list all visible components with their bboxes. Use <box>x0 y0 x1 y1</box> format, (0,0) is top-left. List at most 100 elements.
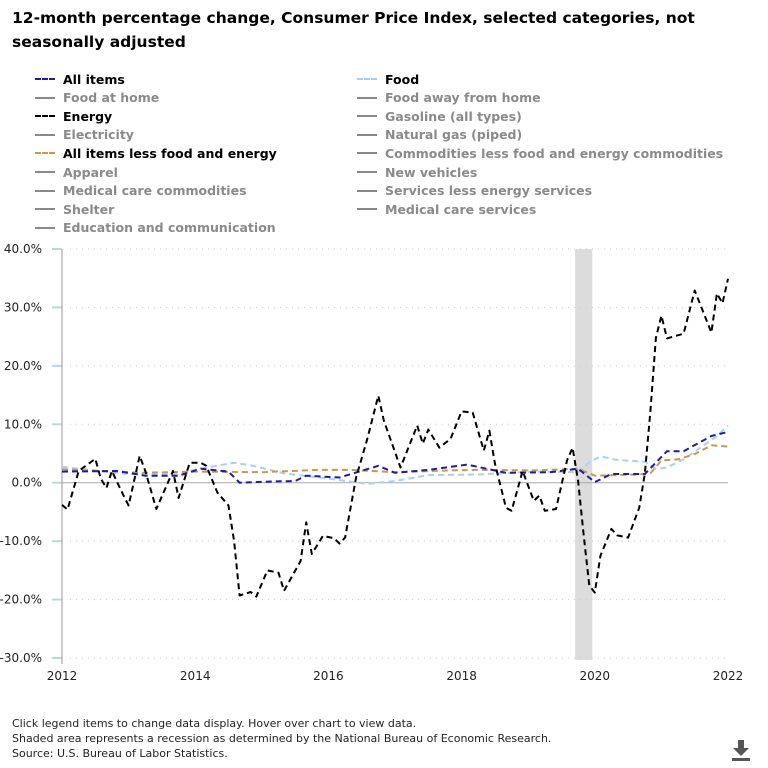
legend-item[interactable]: Education and communication <box>35 219 276 237</box>
data-point[interactable] <box>531 498 537 504</box>
data-point[interactable] <box>536 493 542 499</box>
data-point[interactable] <box>653 335 659 341</box>
data-point[interactable] <box>392 478 398 484</box>
data-point[interactable] <box>337 540 343 546</box>
data-point[interactable] <box>337 474 343 480</box>
data-point[interactable] <box>459 408 465 414</box>
data-point[interactable] <box>564 458 570 464</box>
data-point[interactable] <box>475 467 481 473</box>
data-point[interactable] <box>664 335 670 341</box>
legend-item[interactable]: Services less energy services <box>357 182 592 200</box>
data-point[interactable] <box>170 468 176 474</box>
data-point[interactable] <box>719 300 725 306</box>
data-point[interactable] <box>98 476 104 482</box>
data-point[interactable] <box>675 456 681 462</box>
data-point[interactable] <box>425 467 431 473</box>
data-point[interactable] <box>414 422 420 428</box>
series-line-all-items[interactable] <box>61 430 729 484</box>
data-point[interactable] <box>109 468 115 474</box>
data-point[interactable] <box>120 491 126 497</box>
data-point[interactable] <box>226 469 232 475</box>
data-point[interactable] <box>608 526 614 532</box>
data-point[interactable] <box>420 441 426 447</box>
data-point[interactable] <box>142 468 148 474</box>
data-point[interactable] <box>270 479 276 485</box>
data-point[interactable] <box>570 445 576 451</box>
legend-item[interactable]: Apparel <box>35 163 118 181</box>
download-icon[interactable] <box>730 738 752 762</box>
data-point[interactable] <box>481 448 487 454</box>
data-point[interactable] <box>342 535 348 541</box>
data-point[interactable] <box>614 532 620 538</box>
data-point[interactable] <box>470 410 476 416</box>
data-point[interactable] <box>176 495 182 501</box>
data-point[interactable] <box>697 445 703 451</box>
data-point[interactable] <box>275 570 281 576</box>
data-point[interactable] <box>597 453 603 459</box>
legend-item[interactable]: New vehicles <box>357 163 477 181</box>
data-point[interactable] <box>237 592 243 598</box>
data-point[interactable] <box>586 459 592 465</box>
data-point[interactable] <box>364 436 370 442</box>
data-point[interactable] <box>625 535 631 541</box>
data-point[interactable] <box>692 451 698 457</box>
data-point[interactable] <box>65 507 71 513</box>
data-point[interactable] <box>725 443 731 449</box>
data-point[interactable] <box>331 535 337 541</box>
data-point[interactable] <box>237 480 243 486</box>
data-point[interactable] <box>314 467 320 473</box>
legend-item[interactable]: Natural gas (piped) <box>357 126 522 144</box>
data-point[interactable] <box>586 583 592 589</box>
data-point[interactable] <box>231 538 237 544</box>
data-point[interactable] <box>298 558 304 564</box>
legend-item[interactable]: Gasoline (all types) <box>357 107 522 125</box>
data-point[interactable] <box>725 276 731 282</box>
data-point[interactable] <box>592 473 598 479</box>
data-point[interactable] <box>59 502 65 508</box>
data-point[interactable] <box>259 469 265 475</box>
data-point[interactable] <box>231 460 237 466</box>
data-point[interactable] <box>647 410 653 416</box>
data-point[interactable] <box>509 508 515 514</box>
data-point[interactable] <box>364 481 370 487</box>
data-point[interactable] <box>398 465 404 471</box>
data-point[interactable] <box>253 594 259 600</box>
legend-item[interactable]: All items <box>35 70 125 88</box>
data-point[interactable] <box>708 442 714 448</box>
data-point[interactable] <box>292 478 298 484</box>
data-point[interactable] <box>303 473 309 479</box>
data-point[interactable] <box>309 551 315 557</box>
data-point[interactable] <box>248 462 254 468</box>
data-point[interactable] <box>692 287 698 293</box>
data-point[interactable] <box>553 506 559 512</box>
legend-item[interactable]: Food away from home <box>357 89 541 107</box>
legend-item[interactable]: Commodities less food and energy commodi… <box>357 144 723 162</box>
data-point[interactable] <box>137 453 143 459</box>
legend-item[interactable]: Medical care services <box>357 200 536 218</box>
data-point[interactable] <box>248 589 254 595</box>
data-point[interactable] <box>681 331 687 337</box>
legend-item[interactable]: Shelter <box>35 200 114 218</box>
data-point[interactable] <box>725 422 731 428</box>
series-line-energy[interactable] <box>61 278 729 598</box>
data-point[interactable] <box>375 463 381 469</box>
data-point[interactable] <box>708 433 714 439</box>
data-point[interactable] <box>392 470 398 476</box>
data-point[interactable] <box>448 467 454 473</box>
data-point[interactable] <box>59 469 65 475</box>
data-point[interactable] <box>425 427 431 433</box>
data-point[interactable] <box>592 590 598 596</box>
data-point[interactable] <box>153 506 159 512</box>
data-point[interactable] <box>115 468 121 474</box>
data-point[interactable] <box>187 460 193 466</box>
data-point[interactable] <box>725 429 731 435</box>
data-point[interactable] <box>381 418 387 424</box>
data-point[interactable] <box>126 503 132 509</box>
legend-item[interactable]: Food at home <box>35 89 159 107</box>
data-point[interactable] <box>436 445 442 451</box>
data-point[interactable] <box>636 505 642 511</box>
data-point[interactable] <box>581 532 587 538</box>
data-point[interactable] <box>614 457 620 463</box>
data-point[interactable] <box>92 456 98 462</box>
data-point[interactable] <box>425 472 431 478</box>
